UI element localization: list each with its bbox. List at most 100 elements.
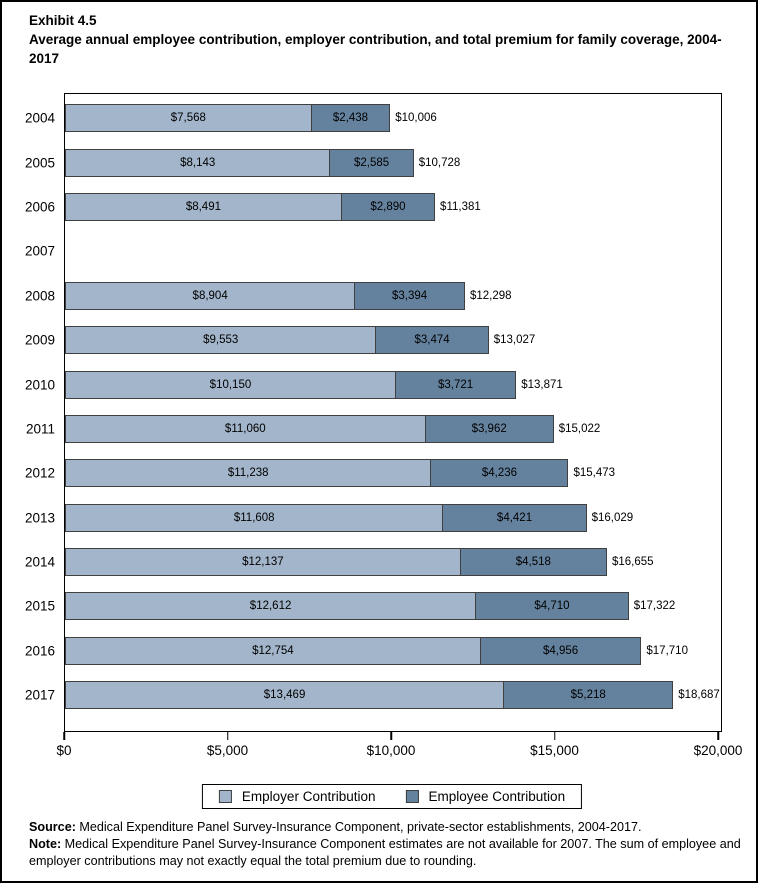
employer-value-label: $12,612 <box>249 600 292 613</box>
chart-row: 2011 $11,060 $3,962 $15,022 <box>26 407 721 451</box>
stacked-bar: $8,904 $3,394 $12,298 <box>65 281 721 310</box>
chart-row: 2016 $12,754 $4,956 $17,710 <box>25 629 721 673</box>
chart-row: 2006 $8,491 $2,890 $11,381 <box>25 185 721 229</box>
employee-bar-segment: $4,421 <box>442 503 587 532</box>
year-label: 2011 <box>25 421 55 437</box>
employee-bar-segment: $5,218 <box>503 681 674 710</box>
total-premium-label: $16,029 <box>591 511 634 524</box>
bar-rows-container: 2004 $7,568 $2,438 $10,006 2005 $8,143 $… <box>25 94 721 731</box>
year-label: 2006 <box>24 199 55 215</box>
year-label: 2013 <box>24 510 55 526</box>
year-label: 2007 <box>24 243 55 259</box>
year-label: 2016 <box>24 643 55 659</box>
year-label: 2017 <box>24 687 55 703</box>
chart-row: 2004 $7,568 $2,438 $10,006 <box>25 96 721 140</box>
employer-value-label: $13,469 <box>263 689 306 702</box>
note-line: Note: Medical Expenditure Panel Survey-I… <box>29 836 751 870</box>
employee-bar-segment: $2,438 <box>310 104 391 133</box>
total-premium-label: $16,655 <box>612 556 654 569</box>
employee-bar-segment: $4,956 <box>479 636 642 665</box>
employer-value-label: $10,150 <box>209 378 252 391</box>
total-premium-label: $10,006 <box>395 112 437 125</box>
employer-bar-segment: $13,469 <box>65 681 505 710</box>
employee-value-label: $3,394 <box>392 289 428 302</box>
chart-row: 2012 $11,238 $4,236 $15,473 <box>25 451 721 495</box>
x-tick-label: $15,000 <box>530 743 579 758</box>
legend-entry-employer: Employer Contribution <box>218 789 376 804</box>
x-tick-label: $5,000 <box>206 743 249 758</box>
year-label: 2010 <box>24 377 55 393</box>
employer-bar-segment: $10,150 <box>65 370 396 399</box>
legend-box: Employer Contribution Employee Contribut… <box>201 784 583 809</box>
employee-bar-segment: $2,890 <box>340 192 436 221</box>
employer-value-label: $8,143 <box>180 156 216 169</box>
employer-value-label: $12,754 <box>252 644 294 657</box>
employer-swatch-icon <box>218 790 232 803</box>
exhibit-number: Exhibit 4.5 <box>29 13 97 28</box>
employer-value-label: $8,491 <box>185 200 221 213</box>
employee-value-label: $2,438 <box>332 112 369 125</box>
chart-row: 2015 $12,612 $4,710 $17,322 <box>25 584 721 628</box>
total-premium-label: $17,322 <box>633 600 676 613</box>
x-axis-ticks <box>63 732 722 742</box>
stacked-bar: $8,491 $2,890 $11,381 <box>65 192 721 221</box>
employer-value-label: $9,553 <box>203 334 239 347</box>
chart-title: Average annual employee contribution, em… <box>29 32 722 66</box>
total-premium-label: $13,871 <box>521 378 563 391</box>
employee-bar-segment: $4,710 <box>475 592 629 621</box>
source-text: Medical Expenditure Panel Survey-Insuran… <box>75 820 642 834</box>
employer-bar-segment: $12,612 <box>65 592 477 621</box>
x-tick-mark <box>63 732 65 740</box>
source-line: Source: Medical Expenditure Panel Survey… <box>29 819 751 836</box>
chart-row: 2007 <box>25 229 721 273</box>
legend-label-employer: Employer Contribution <box>241 789 376 804</box>
stacked-bar: $11,060 $3,962 $15,022 <box>65 414 721 443</box>
employee-value-label: $4,710 <box>534 600 570 613</box>
year-label: 2012 <box>24 465 55 481</box>
legend-label-employee: Employee Contribution <box>428 789 566 804</box>
x-tick-mark <box>717 732 719 740</box>
chart-row: 2010 $10,150 $3,721 $13,871 <box>25 362 721 406</box>
chart-row: 2017 $13,469 $5,218 $18,687 <box>25 673 721 717</box>
x-tick-mark <box>226 732 229 740</box>
total-premium-label: $17,710 <box>646 644 688 657</box>
employee-bar-segment: $4,236 <box>430 459 569 488</box>
source-label: Source: <box>29 820 76 834</box>
employer-value-label: $11,238 <box>227 467 269 480</box>
total-premium-label: $12,298 <box>469 289 512 302</box>
employer-bar-segment: $12,754 <box>65 636 481 665</box>
stacked-bar: $11,608 $4,421 $16,029 <box>65 503 721 532</box>
stacked-bar: $11,238 $4,236 $15,473 <box>65 459 721 488</box>
legend-entry-employee: Employee Contribution <box>405 789 566 804</box>
note-label: Note: <box>29 837 62 851</box>
employee-value-label: $4,236 <box>481 467 518 480</box>
chart-row: 2009 $9,553 $3,474 $13,027 <box>25 318 721 362</box>
employee-value-label: $2,890 <box>370 200 406 213</box>
employee-value-label: $3,962 <box>471 422 507 435</box>
plot-area: 2004 $7,568 $2,438 $10,006 2005 $8,143 $… <box>25 93 722 732</box>
employee-value-label: $4,421 <box>496 511 533 524</box>
employee-value-label: $2,585 <box>354 156 390 169</box>
employee-bar-segment: $2,585 <box>329 148 414 177</box>
stacked-bar: $7,568 $2,438 $10,006 <box>65 104 721 133</box>
employer-bar-segment: $11,060 <box>65 414 426 443</box>
total-premium-label: $13,027 <box>493 334 536 347</box>
x-tick-mark <box>553 732 556 740</box>
employer-bar-segment: $7,568 <box>65 104 312 133</box>
employee-bar-segment: $3,721 <box>394 370 517 399</box>
employer-value-label: $8,904 <box>192 289 228 302</box>
stacked-bar: $8,143 $2,585 $10,728 <box>65 148 721 177</box>
year-label: 2005 <box>24 155 55 171</box>
total-premium-label: $18,687 <box>678 689 720 702</box>
year-label: 2009 <box>24 332 55 348</box>
employee-bar-segment: $4,518 <box>459 548 607 577</box>
employee-bar-segment: $3,394 <box>354 281 465 310</box>
employer-bar-segment: $11,608 <box>65 503 444 532</box>
stacked-bar: $12,137 $4,518 $16,655 <box>65 548 721 577</box>
chart-row: 2005 $8,143 $2,585 $10,728 <box>25 140 721 184</box>
chart-row: 2013 $11,608 $4,421 $16,029 <box>25 496 721 540</box>
employer-value-label: $11,060 <box>224 422 266 435</box>
x-tick-mark <box>390 732 392 740</box>
employee-bar-segment: $3,474 <box>375 326 489 355</box>
